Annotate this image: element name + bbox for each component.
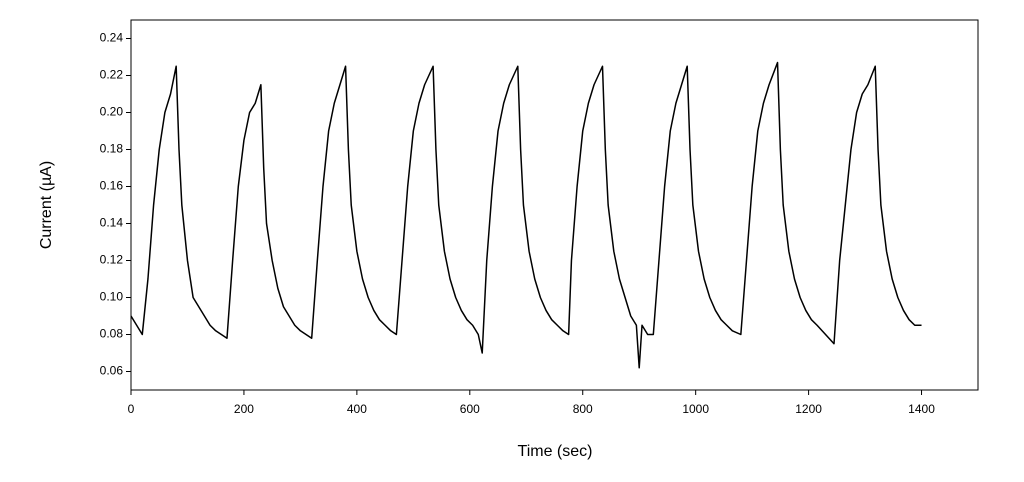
x-tick-label: 600 — [460, 402, 480, 416]
x-axis-title: Time (sec) — [518, 443, 593, 460]
y-tick-label: 0.08 — [100, 327, 124, 341]
x-tick-label: 1200 — [795, 402, 822, 416]
y-tick-label: 0.10 — [100, 290, 124, 304]
x-tick-label: 1000 — [682, 402, 709, 416]
data-line — [130, 61, 922, 369]
y-tick-label: 0.12 — [100, 253, 124, 267]
y-tick-label: 0.22 — [100, 68, 124, 82]
y-tick-label: 0.24 — [100, 31, 124, 45]
y-tick-label: 0.14 — [100, 216, 124, 230]
y-tick-label: 0.20 — [100, 105, 124, 119]
x-tick-label: 400 — [347, 402, 367, 416]
x-tick-label: 200 — [234, 402, 254, 416]
y-tick-label: 0.06 — [100, 364, 124, 378]
x-tick-label: 800 — [573, 402, 593, 416]
y-axis-title: Current (µA) — [38, 161, 55, 249]
x-tick-label: 1400 — [908, 402, 935, 416]
x-tick-label: 0 — [128, 402, 135, 416]
plot-frame — [130, 19, 979, 391]
y-tick-label: 0.18 — [100, 142, 124, 156]
y-tick-label: 0.16 — [100, 179, 124, 193]
